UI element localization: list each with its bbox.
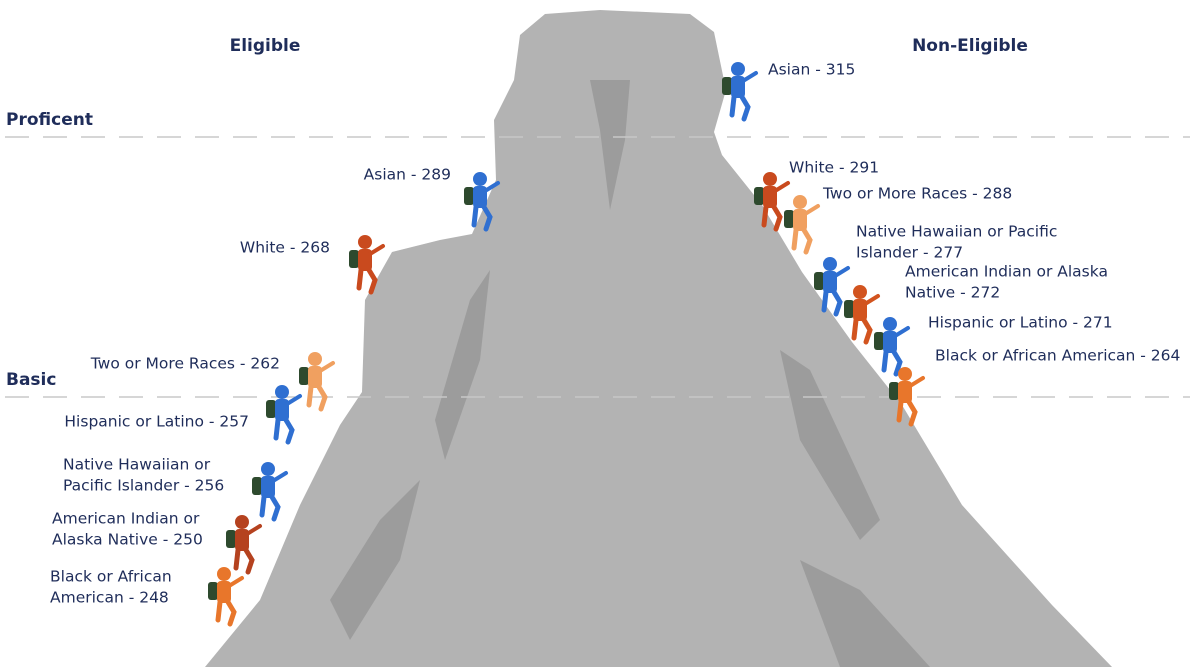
- climber-legs: [236, 550, 252, 572]
- climber-legs: [218, 602, 234, 624]
- climber: [208, 567, 242, 624]
- climber-arm: [865, 296, 878, 304]
- climber-pack: [464, 187, 474, 205]
- climber-pack: [299, 367, 309, 385]
- climber-label: American Indian or: [52, 510, 200, 528]
- climber-arm: [247, 526, 260, 534]
- climber-arm: [229, 578, 242, 586]
- climber-label: Black or African: [50, 568, 172, 586]
- climber-head: [823, 257, 837, 271]
- climber-label: Native Hawaiian or Pacific: [856, 223, 1057, 241]
- climber-arm: [743, 73, 756, 81]
- climber-label: Islander - 277: [856, 244, 963, 262]
- climber-legs: [359, 270, 375, 292]
- climber: [226, 515, 260, 572]
- climber-pack: [784, 210, 794, 228]
- climber-label: Asian - 289: [364, 166, 451, 184]
- climber-pack: [208, 582, 218, 600]
- climber-label: American - 248: [50, 589, 169, 607]
- climber-arm: [835, 268, 848, 276]
- climber-head: [261, 462, 275, 476]
- climber-pack: [349, 250, 359, 268]
- climber-label: Asian - 315: [768, 61, 855, 79]
- climber-label: Two or More Races - 288: [822, 185, 1012, 203]
- climber: [784, 195, 818, 252]
- climber-label: Pacific Islander - 256: [63, 477, 224, 495]
- climber-arm: [775, 183, 788, 191]
- climber-head: [358, 235, 372, 249]
- climber: [844, 285, 878, 342]
- climber-arm: [895, 328, 908, 336]
- climber-label: White - 291: [789, 159, 879, 177]
- climber-pack: [722, 77, 732, 95]
- climber-pack: [754, 187, 764, 205]
- climber-pack: [814, 272, 824, 290]
- climber-label: Hispanic or Latino - 271: [928, 314, 1113, 332]
- climber-head: [235, 515, 249, 529]
- climber-head: [308, 352, 322, 366]
- climber-arm: [370, 246, 383, 254]
- level-label: Basic: [6, 370, 56, 390]
- climber-head: [217, 567, 231, 581]
- climber-pack: [226, 530, 236, 548]
- climber: [299, 352, 333, 409]
- climber-head: [731, 62, 745, 76]
- climber: [266, 385, 300, 442]
- climber-head: [275, 385, 289, 399]
- climber-arm: [320, 363, 333, 371]
- climber-label: American Indian or Alaska: [905, 263, 1108, 281]
- mountain: [205, 10, 1112, 667]
- climber-legs: [732, 97, 748, 119]
- climber-head: [793, 195, 807, 209]
- climber: [252, 462, 286, 519]
- climber-legs: [276, 420, 292, 442]
- climber-pack: [874, 332, 884, 350]
- climber-legs: [854, 320, 870, 342]
- climber-legs: [794, 230, 810, 252]
- non-eligible-header: Non-Eligible: [912, 36, 1028, 56]
- climber-pack: [252, 477, 262, 495]
- climber-arm: [805, 206, 818, 214]
- climber-label: White - 268: [240, 239, 330, 257]
- climber-head: [763, 172, 777, 186]
- climber-arm: [273, 473, 286, 481]
- level-label: Proficent: [6, 110, 93, 130]
- climber-legs: [309, 387, 325, 409]
- climber-label: Black or African American - 264: [935, 347, 1180, 365]
- climber: [874, 317, 908, 374]
- climber-head: [898, 367, 912, 381]
- climber-arm: [910, 378, 923, 386]
- climber-label: Hispanic or Latino - 257: [64, 413, 249, 431]
- climber-head: [883, 317, 897, 331]
- climber-label: Two or More Races - 262: [90, 355, 280, 373]
- climber-pack: [889, 382, 899, 400]
- climber-label: Alaska Native - 250: [52, 531, 203, 549]
- infographic: Eligible Non-Eligible Proficent Basic As…: [0, 0, 1194, 667]
- climber-legs: [262, 497, 278, 519]
- climber-label: Native - 272: [905, 284, 1000, 302]
- climber-legs: [884, 352, 900, 374]
- climber-pack: [844, 300, 854, 318]
- climber-label: Native Hawaiian or: [63, 456, 211, 474]
- climber: [722, 62, 756, 119]
- climber-legs: [824, 292, 840, 314]
- eligible-header: Eligible: [230, 36, 301, 56]
- climber-head: [473, 172, 487, 186]
- climber-head: [853, 285, 867, 299]
- climber-pack: [266, 400, 276, 418]
